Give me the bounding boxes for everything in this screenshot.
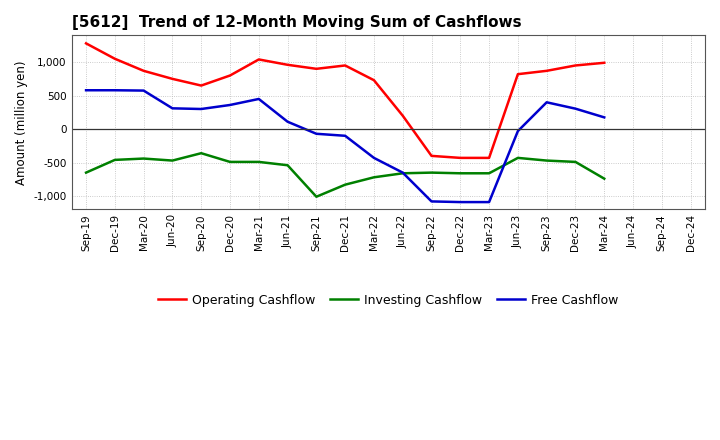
Investing Cashflow bbox=[485, 171, 493, 176]
Free Cashflow bbox=[225, 103, 234, 108]
Free Cashflow bbox=[542, 100, 551, 105]
Investing Cashflow bbox=[341, 182, 349, 187]
Free Cashflow bbox=[513, 128, 522, 134]
Free Cashflow bbox=[283, 119, 292, 125]
Free Cashflow bbox=[197, 106, 205, 112]
Free Cashflow bbox=[427, 199, 436, 204]
Free Cashflow bbox=[312, 131, 320, 136]
Operating Cashflow bbox=[283, 62, 292, 67]
Free Cashflow bbox=[369, 155, 378, 161]
Free Cashflow bbox=[168, 106, 176, 111]
Y-axis label: Amount (million yen): Amount (million yen) bbox=[15, 60, 28, 185]
Operating Cashflow bbox=[369, 77, 378, 83]
Investing Cashflow bbox=[456, 171, 464, 176]
Free Cashflow bbox=[456, 199, 464, 205]
Investing Cashflow bbox=[542, 158, 551, 163]
Free Cashflow bbox=[485, 199, 493, 205]
Operating Cashflow bbox=[168, 76, 176, 81]
Operating Cashflow bbox=[398, 113, 407, 118]
Text: [5612]  Trend of 12-Month Moving Sum of Cashflows: [5612] Trend of 12-Month Moving Sum of C… bbox=[72, 15, 521, 30]
Operating Cashflow bbox=[427, 153, 436, 158]
Investing Cashflow bbox=[111, 157, 120, 162]
Operating Cashflow bbox=[225, 73, 234, 78]
Free Cashflow bbox=[82, 88, 91, 93]
Investing Cashflow bbox=[197, 150, 205, 156]
Free Cashflow bbox=[600, 115, 608, 120]
Operating Cashflow bbox=[139, 68, 148, 73]
Legend: Operating Cashflow, Investing Cashflow, Free Cashflow: Operating Cashflow, Investing Cashflow, … bbox=[153, 289, 624, 312]
Line: Operating Cashflow: Operating Cashflow bbox=[86, 44, 604, 158]
Operating Cashflow bbox=[82, 41, 91, 46]
Operating Cashflow bbox=[600, 60, 608, 66]
Investing Cashflow bbox=[312, 194, 320, 199]
Investing Cashflow bbox=[513, 155, 522, 161]
Investing Cashflow bbox=[427, 170, 436, 175]
Investing Cashflow bbox=[168, 158, 176, 163]
Free Cashflow bbox=[111, 88, 120, 93]
Operating Cashflow bbox=[513, 72, 522, 77]
Operating Cashflow bbox=[312, 66, 320, 71]
Investing Cashflow bbox=[283, 163, 292, 168]
Investing Cashflow bbox=[571, 159, 580, 165]
Operating Cashflow bbox=[542, 68, 551, 73]
Operating Cashflow bbox=[341, 63, 349, 68]
Investing Cashflow bbox=[225, 159, 234, 165]
Free Cashflow bbox=[254, 96, 263, 102]
Investing Cashflow bbox=[82, 170, 91, 175]
Operating Cashflow bbox=[254, 57, 263, 62]
Operating Cashflow bbox=[456, 155, 464, 161]
Investing Cashflow bbox=[369, 175, 378, 180]
Free Cashflow bbox=[398, 170, 407, 175]
Free Cashflow bbox=[571, 106, 580, 111]
Operating Cashflow bbox=[485, 155, 493, 161]
Free Cashflow bbox=[139, 88, 148, 93]
Line: Investing Cashflow: Investing Cashflow bbox=[86, 153, 604, 197]
Investing Cashflow bbox=[139, 156, 148, 161]
Investing Cashflow bbox=[600, 176, 608, 181]
Investing Cashflow bbox=[398, 171, 407, 176]
Free Cashflow bbox=[341, 133, 349, 139]
Line: Free Cashflow: Free Cashflow bbox=[86, 90, 604, 202]
Operating Cashflow bbox=[571, 63, 580, 68]
Operating Cashflow bbox=[197, 83, 205, 88]
Operating Cashflow bbox=[111, 56, 120, 62]
Investing Cashflow bbox=[254, 159, 263, 165]
